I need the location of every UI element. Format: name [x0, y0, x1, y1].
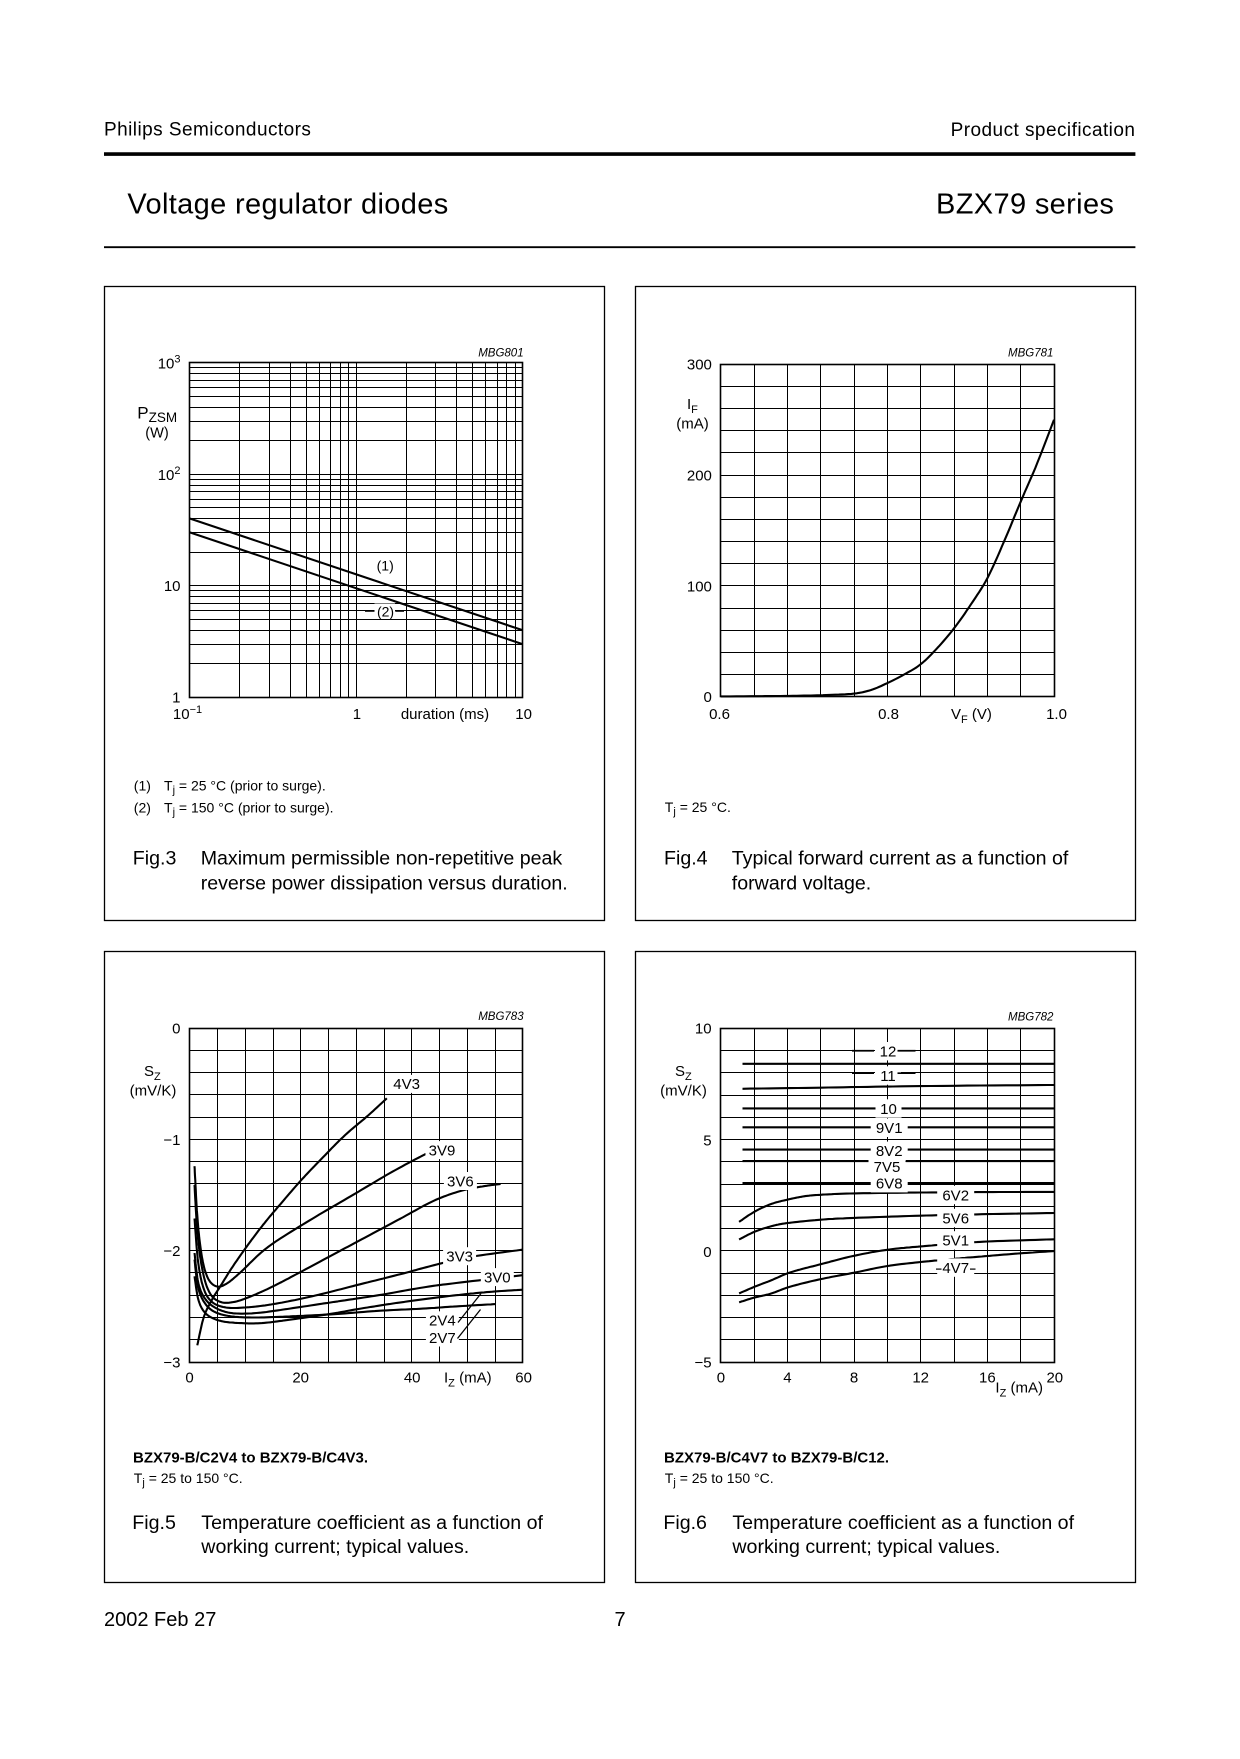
svg-text:0: 0	[172, 1021, 180, 1038]
svg-text:Maximum permissible non-repeti: Maximum permissible non-repetitive peak	[201, 847, 563, 869]
svg-text:(2): (2)	[134, 800, 151, 816]
svg-text:10: 10	[515, 706, 532, 723]
svg-text:4V7: 4V7	[942, 1260, 969, 1277]
svg-text:Tj = 25 °C (prior to surge).: Tj = 25 °C (prior to surge).	[164, 777, 326, 796]
svg-text:reverse power dissipation vers: reverse power dissipation versus duratio…	[201, 873, 568, 895]
svg-text:103: 103	[158, 353, 181, 372]
svg-text:8: 8	[850, 1369, 858, 1386]
svg-text:duration (ms): duration (ms)	[401, 706, 489, 723]
svg-text:BZX79-B/C2V4 to BZX79-B/C4V3.: BZX79-B/C2V4 to BZX79-B/C4V3.	[133, 1450, 368, 1467]
svg-text:Tj = 25 to 150 °C.: Tj = 25 to 150 °C.	[134, 1470, 243, 1489]
svg-text:4V3: 4V3	[393, 1076, 420, 1093]
svg-text:3V9: 3V9	[429, 1142, 456, 1159]
svg-text:10: 10	[164, 578, 181, 595]
svg-text:3V3: 3V3	[446, 1249, 473, 1266]
svg-text:1: 1	[172, 690, 180, 707]
svg-text:2V7: 2V7	[429, 1330, 456, 1347]
svg-text:Typical forward current as a f: Typical forward current as a function of	[732, 847, 1069, 869]
svg-text:100: 100	[687, 578, 712, 595]
svg-text:−5: −5	[694, 1355, 711, 1372]
svg-text:IZ (mA): IZ (mA)	[995, 1380, 1043, 1400]
svg-text:1: 1	[353, 706, 361, 723]
svg-text:−3: −3	[163, 1355, 180, 1372]
svg-text:MBG781: MBG781	[1008, 348, 1053, 360]
svg-text:20: 20	[1046, 1369, 1063, 1386]
svg-text:8V2: 8V2	[876, 1143, 903, 1160]
svg-text:(mA): (mA)	[676, 416, 709, 433]
svg-text:working current; typical value: working current; typical values.	[200, 1536, 469, 1558]
svg-text:0: 0	[717, 1369, 725, 1386]
svg-text:Fig.6: Fig.6	[663, 1512, 707, 1534]
svg-text:SZ: SZ	[144, 1063, 161, 1083]
svg-text:5V6: 5V6	[942, 1210, 969, 1227]
svg-text:11: 11	[880, 1068, 896, 1085]
svg-text:0.8: 0.8	[878, 706, 899, 723]
svg-text:MBG801: MBG801	[478, 348, 523, 360]
svg-text:Temperature coefficient as a f: Temperature coefficient as a function of	[732, 1512, 1074, 1534]
svg-text:5V1: 5V1	[942, 1233, 969, 1250]
svg-text:300: 300	[687, 357, 712, 374]
svg-text:forward voltage.: forward voltage.	[732, 873, 871, 895]
svg-text:Fig.5: Fig.5	[132, 1512, 176, 1534]
svg-text:working current; typical value: working current; typical values.	[731, 1536, 1000, 1558]
svg-text:0: 0	[703, 1244, 711, 1261]
svg-text:Tj = 25 °C.: Tj = 25 °C.	[665, 799, 731, 818]
svg-text:12: 12	[880, 1044, 897, 1061]
svg-text:SZ: SZ	[675, 1063, 692, 1083]
svg-text:9V1: 9V1	[876, 1120, 903, 1137]
svg-text:MBG782: MBG782	[1008, 1012, 1054, 1024]
svg-text:7: 7	[614, 1609, 625, 1631]
svg-text:(2): (2)	[377, 603, 394, 619]
svg-text:Temperature coefficient as a f: Temperature coefficient as a function of	[201, 1512, 543, 1534]
svg-text:6V8: 6V8	[876, 1176, 903, 1193]
svg-text:40: 40	[404, 1370, 421, 1387]
svg-text:6V2: 6V2	[942, 1187, 969, 1204]
svg-text:IZ (mA): IZ (mA)	[444, 1370, 492, 1390]
svg-text:VF (V): VF (V)	[951, 706, 992, 726]
svg-text:4: 4	[783, 1369, 791, 1386]
svg-text:(1): (1)	[134, 777, 151, 793]
svg-text:7V5: 7V5	[874, 1159, 901, 1176]
svg-text:16: 16	[979, 1369, 996, 1386]
svg-text:10: 10	[695, 1021, 712, 1038]
svg-text:0: 0	[704, 689, 712, 706]
svg-text:2002 Feb 27: 2002 Feb 27	[104, 1609, 216, 1631]
svg-text:MBG783: MBG783	[478, 1011, 524, 1023]
svg-text:102: 102	[158, 465, 181, 484]
svg-text:Philips Semiconductors: Philips Semiconductors	[104, 120, 311, 141]
svg-text:Fig.3: Fig.3	[133, 847, 177, 869]
svg-text:−2: −2	[163, 1243, 180, 1260]
svg-text:PZSM: PZSM	[137, 403, 177, 425]
svg-text:Voltage regulator diodes: Voltage regulator diodes	[127, 188, 448, 220]
svg-text:2V4: 2V4	[429, 1313, 456, 1330]
svg-text:−1: −1	[163, 1132, 180, 1149]
svg-text:(mV/K): (mV/K)	[660, 1083, 707, 1100]
svg-text:BZX79 series: BZX79 series	[936, 189, 1114, 221]
svg-text:BZX79-B/C4V7 to BZX79-B/C12.: BZX79-B/C4V7 to BZX79-B/C12.	[664, 1450, 889, 1467]
svg-text:(1): (1)	[377, 557, 394, 573]
svg-text:10−1: 10−1	[173, 704, 202, 723]
svg-text:3V0: 3V0	[484, 1269, 511, 1286]
svg-text:5: 5	[703, 1132, 711, 1149]
svg-text:12: 12	[912, 1369, 929, 1386]
svg-text:0.6: 0.6	[709, 706, 730, 723]
svg-text:60: 60	[515, 1370, 532, 1387]
svg-text:10: 10	[880, 1101, 897, 1118]
svg-text:Tj = 25 to 150 °C.: Tj = 25 to 150 °C.	[665, 1470, 774, 1489]
svg-text:Fig.4: Fig.4	[664, 847, 708, 869]
svg-text:3V6: 3V6	[447, 1173, 474, 1190]
svg-text:20: 20	[292, 1370, 309, 1387]
svg-text:Tj = 150 °C (prior to surge).: Tj = 150 °C (prior to surge).	[164, 800, 334, 819]
svg-text:200: 200	[687, 468, 712, 485]
svg-text:0: 0	[185, 1370, 193, 1387]
svg-text:1.0: 1.0	[1046, 706, 1067, 723]
svg-text:IF: IF	[687, 396, 698, 416]
svg-text:(W): (W)	[145, 425, 169, 441]
svg-text:(mV/K): (mV/K)	[130, 1083, 177, 1100]
svg-text:Product specification: Product specification	[951, 120, 1136, 141]
